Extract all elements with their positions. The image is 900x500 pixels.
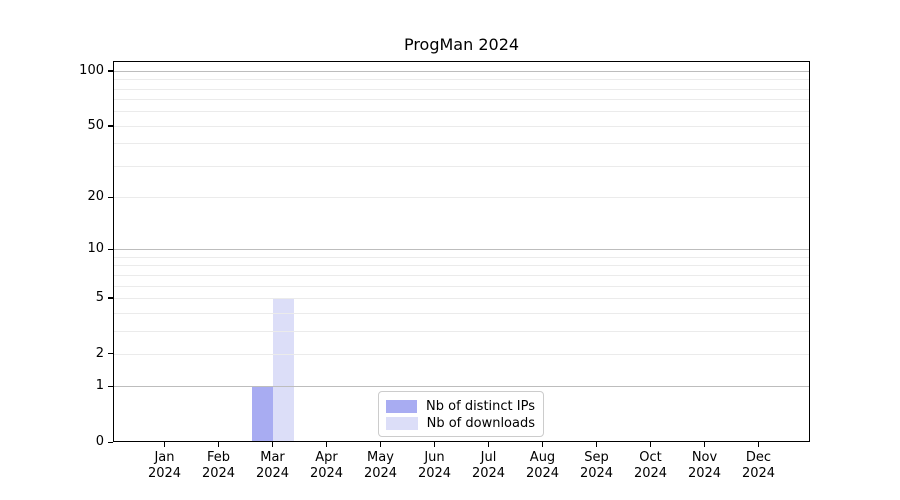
legend-label-downloads: Nb of downloads xyxy=(426,415,535,431)
year-label: 2024 xyxy=(525,466,560,481)
y-gridline-major xyxy=(113,70,810,72)
legend-label-distinct-ips: Nb of distinct IPs xyxy=(426,398,535,414)
y-tick-label: 10 xyxy=(87,241,104,257)
y-gridline-minor xyxy=(113,285,810,287)
year-label: 2024 xyxy=(147,466,182,481)
x-tick xyxy=(218,442,220,447)
y-gridline-minor xyxy=(113,197,810,199)
plot-area xyxy=(113,61,810,442)
x-tick-label: Apr 2024 xyxy=(295,450,359,482)
x-tick-label: Jun 2024 xyxy=(403,450,467,482)
x-tick xyxy=(272,442,274,447)
axes-spines xyxy=(113,61,810,442)
month-label: May xyxy=(367,450,394,465)
legend-item-downloads: Nb of downloads xyxy=(386,415,535,431)
x-tick-label: Feb 2024 xyxy=(187,450,251,482)
x-tick-label: Dec 2024 xyxy=(727,450,791,482)
y-gridline-minor xyxy=(113,256,810,258)
x-tick-label: Jul 2024 xyxy=(457,450,521,482)
year-label: 2024 xyxy=(741,466,776,481)
x-tick-label: Sep 2024 xyxy=(565,450,629,482)
bar-nb-of-distinct-ips-mar xyxy=(251,386,273,442)
y-tick xyxy=(108,441,113,443)
y-gridline-minor xyxy=(113,165,810,167)
y-tick xyxy=(108,353,113,355)
year-label: 2024 xyxy=(363,466,398,481)
x-tick-label: Mar 2024 xyxy=(241,450,305,482)
y-gridline-minor xyxy=(113,353,810,355)
x-tick-label: Jan 2024 xyxy=(133,450,197,482)
y-tick xyxy=(108,297,113,299)
x-tick xyxy=(434,442,436,447)
year-label: 2024 xyxy=(417,466,452,481)
y-gridline-minor xyxy=(113,143,810,145)
legend-swatch-distinct-ips xyxy=(386,399,418,413)
y-tick xyxy=(108,125,113,127)
month-label: Sep xyxy=(584,450,609,465)
x-tick-label: May 2024 xyxy=(349,450,413,482)
y-tick xyxy=(108,385,113,388)
month-label: Aug xyxy=(529,450,556,465)
x-tick xyxy=(488,442,490,447)
x-tick xyxy=(542,442,544,447)
y-gridline-minor xyxy=(113,99,810,101)
year-label: 2024 xyxy=(309,466,344,481)
y-tick-label: 20 xyxy=(87,189,104,205)
month-label: Jul xyxy=(480,450,497,465)
y-tick-label: 50 xyxy=(87,117,104,133)
y-tick xyxy=(108,70,113,72)
legend-swatch-downloads xyxy=(386,416,418,430)
month-label: Apr xyxy=(315,450,338,465)
y-tick-label: 0 xyxy=(95,434,104,449)
chart-title: ProgMan 2024 xyxy=(403,35,520,54)
year-label: 2024 xyxy=(471,466,506,481)
year-label: 2024 xyxy=(201,466,236,481)
x-tick-label: Nov 2024 xyxy=(673,450,737,482)
y-gridline-minor xyxy=(113,111,810,113)
y-tick xyxy=(108,196,113,198)
y-gridline-major xyxy=(113,386,810,388)
y-gridline-minor xyxy=(113,297,810,299)
y-tick-label: 5 xyxy=(95,289,104,305)
y-gridline-minor xyxy=(113,125,810,127)
y-gridline-minor xyxy=(113,265,810,267)
y-gridline-minor xyxy=(113,88,810,90)
x-tick xyxy=(326,442,328,447)
y-tick-label: 1 xyxy=(95,378,104,394)
x-tick xyxy=(596,442,598,447)
month-label: Dec xyxy=(745,450,772,465)
month-label: Feb xyxy=(206,450,231,465)
x-tick xyxy=(704,442,706,447)
y-tick-label: 100 xyxy=(79,62,104,78)
x-tick-label: Oct 2024 xyxy=(619,450,683,482)
x-tick xyxy=(650,442,652,447)
y-gridline-major xyxy=(113,249,810,251)
x-tick-label: Aug 2024 xyxy=(511,450,575,482)
bar-nb-of-downloads-mar xyxy=(272,297,294,442)
x-tick xyxy=(164,442,166,447)
legend: Nb of distinct IPs Nb of downloads xyxy=(378,391,544,437)
year-label: 2024 xyxy=(579,466,614,481)
y-tick xyxy=(108,248,113,250)
x-tick xyxy=(758,442,760,447)
month-label: Oct xyxy=(639,450,662,465)
legend-item-distinct-ips: Nb of distinct IPs xyxy=(386,398,535,414)
x-tick xyxy=(380,442,382,447)
year-label: 2024 xyxy=(687,466,722,481)
month-label: Jun xyxy=(424,450,445,465)
y-tick-label: 2 xyxy=(95,345,104,361)
y-gridline-minor xyxy=(113,312,810,314)
y-gridline-minor xyxy=(113,274,810,276)
year-label: 2024 xyxy=(633,466,668,481)
y-gridline-minor xyxy=(113,79,810,81)
year-label: 2024 xyxy=(255,466,290,481)
month-label: Mar xyxy=(260,450,285,465)
month-label: Jan xyxy=(154,450,175,465)
month-label: Nov xyxy=(691,450,718,465)
y-gridline-minor xyxy=(113,330,810,332)
